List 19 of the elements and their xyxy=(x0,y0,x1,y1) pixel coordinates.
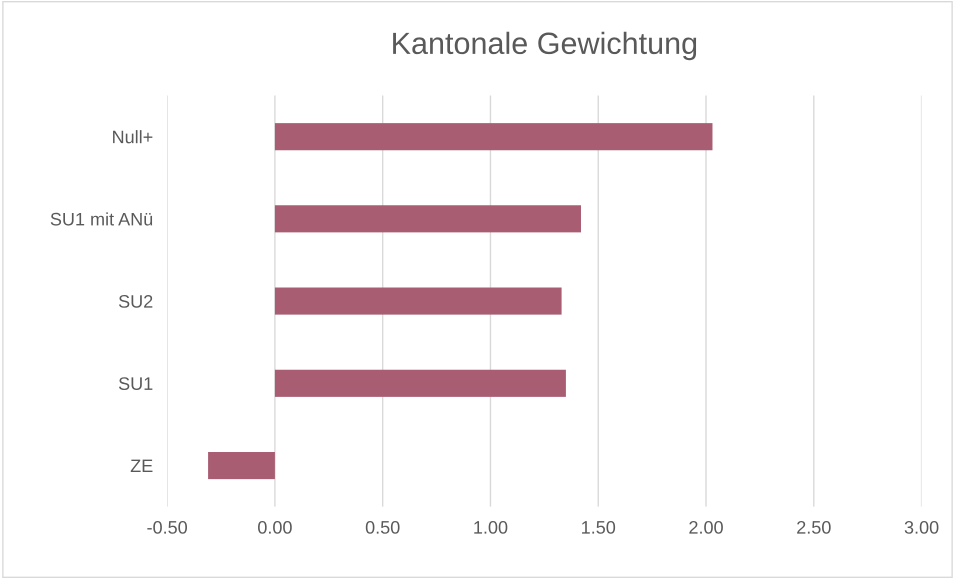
bar xyxy=(274,123,712,150)
y-tick-label: SU1 xyxy=(118,377,152,390)
x-tick-label: 2.50 xyxy=(797,520,831,534)
x-tick-label: 0.00 xyxy=(258,520,292,534)
x-tick-label: 2.00 xyxy=(689,520,723,534)
bar xyxy=(274,370,566,397)
y-tick-label: Null+ xyxy=(113,130,152,144)
y-tick-label: SU2 xyxy=(118,295,152,308)
bar xyxy=(274,288,562,315)
x-tick-label: 3.00 xyxy=(904,520,938,534)
x-tick-label: -0.50 xyxy=(147,520,187,534)
x-tick-label: 1.50 xyxy=(582,520,616,534)
y-tick-label: SU1 mit ANü xyxy=(50,212,152,226)
bar xyxy=(208,452,275,480)
y-tick-label: ZE xyxy=(130,460,152,472)
x-tick-label: 1.00 xyxy=(474,520,508,534)
x-tick-label: 0.50 xyxy=(366,520,400,534)
bar xyxy=(274,205,581,232)
chart-title: Kantonale Gewichtung xyxy=(393,32,696,60)
